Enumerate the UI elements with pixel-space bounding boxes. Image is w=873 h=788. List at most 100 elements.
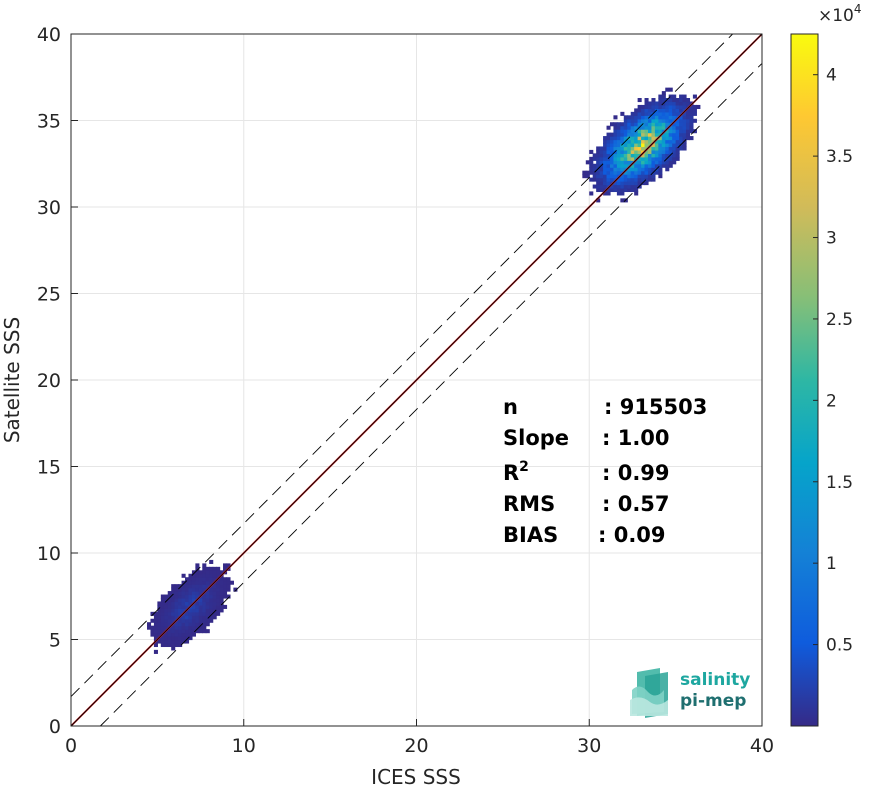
heatmap-cell	[171, 642, 176, 648]
heatmap-cell	[661, 139, 666, 144]
heatmap-cell	[647, 146, 653, 151]
heatmap-cell	[647, 177, 653, 182]
x-axis-ticks: 0 10 20 30 40	[65, 719, 774, 757]
heatmap-cell	[167, 632, 172, 637]
heatmap-cell	[216, 587, 221, 592]
heatmap-cell	[202, 570, 207, 575]
x-tick-label: 0	[65, 735, 77, 757]
heatmap-cell	[195, 594, 200, 599]
stat-value: : 1.00	[602, 426, 670, 450]
heatmap-cell	[647, 139, 653, 144]
heatmap-cell	[171, 646, 176, 651]
heatmap-cell	[233, 587, 238, 592]
heatmap-cell	[609, 187, 615, 193]
heatmap-cell	[174, 587, 179, 592]
heatmap-cell	[620, 132, 625, 137]
heatmap-cell	[198, 608, 203, 613]
heatmap-cell	[585, 160, 590, 165]
heatmap-cell	[596, 187, 601, 193]
heatmap-cell	[675, 125, 680, 130]
heatmap-cell	[647, 132, 653, 137]
heatmap-cell	[202, 604, 207, 609]
heatmap-cell	[630, 149, 635, 154]
heatmap-cell	[181, 601, 186, 606]
heatmap-cell	[599, 187, 604, 193]
heatmap-cell	[665, 101, 670, 106]
heatmap-cell	[603, 142, 608, 148]
heatmap-cell	[637, 156, 642, 161]
heatmap-cell	[665, 163, 670, 168]
heatmap-cell	[198, 570, 203, 575]
heatmap-cell	[181, 622, 186, 627]
heatmap-cell	[647, 101, 653, 106]
heatmap-cell	[174, 632, 179, 637]
heatmap-cell	[616, 167, 621, 172]
heatmap-cell	[668, 118, 673, 123]
heatmap-cell	[623, 125, 628, 130]
heatmap-cell	[212, 597, 217, 603]
heatmap-cell	[596, 156, 601, 161]
heatmap-cell	[630, 181, 635, 186]
heatmap-cell	[599, 146, 604, 151]
heatmap-cell	[637, 98, 642, 103]
heatmap-cell	[205, 597, 210, 603]
heatmap-cell	[188, 636, 193, 641]
heatmap-cell	[596, 184, 601, 189]
heatmap-cell	[658, 108, 663, 113]
heatmap-cell	[178, 636, 183, 641]
heatmap-cell	[665, 115, 670, 120]
heatmap-cell	[153, 629, 158, 634]
heatmap-cell	[223, 591, 228, 596]
heatmap-cell	[202, 608, 207, 613]
heatmap-cell	[596, 181, 601, 186]
heatmap-cell	[198, 587, 203, 592]
heatmap-cell	[651, 156, 656, 161]
heatmap-cell	[209, 573, 214, 578]
heatmap-cell	[198, 591, 203, 596]
heatmap-cell	[668, 149, 673, 154]
heatmap-cell	[167, 597, 172, 603]
heatmap-cell	[692, 108, 697, 113]
heatmap-cell	[675, 149, 680, 154]
heatmap-cell	[167, 629, 172, 634]
heatmap-cell	[219, 604, 224, 609]
heatmap-cell	[150, 625, 155, 630]
heatmap-cell	[651, 160, 656, 165]
heatmap-cell	[644, 149, 649, 154]
stat-value: : 0.57	[602, 492, 670, 516]
heatmap-cell	[609, 136, 615, 141]
heatmap-cell	[216, 584, 221, 589]
heatmap-cell	[603, 174, 608, 179]
heatmap-cell	[596, 149, 601, 154]
heatmap-cell	[661, 132, 666, 137]
heatmap-cell	[685, 136, 691, 141]
heatmap-cell	[647, 108, 653, 113]
heatmap-cell	[623, 181, 628, 186]
heatmap-cell	[644, 139, 649, 144]
heatmap-cell	[160, 636, 165, 641]
heatmap-cell	[191, 625, 196, 630]
heatmap-cell	[589, 163, 594, 168]
heatmap-cell	[160, 601, 165, 606]
heatmap-cell	[661, 104, 666, 109]
heatmap-cell	[675, 101, 680, 106]
heatmap-cell	[160, 597, 165, 603]
heatmap-cell	[616, 160, 621, 165]
heatmap-cell	[644, 136, 649, 141]
heatmap-cell	[198, 573, 203, 578]
heatmap-cell	[181, 629, 186, 634]
heatmap-cell	[665, 87, 670, 92]
heatmap-cell	[603, 181, 608, 186]
heatmap-cell	[682, 118, 687, 123]
heatmap-cell	[191, 573, 196, 578]
heatmap-cell	[634, 146, 639, 151]
logo-text-pimep: pi-mep	[680, 691, 746, 711]
heatmap-cell	[167, 591, 172, 596]
salinity-pi-mep-logo: salinity pi-mep	[630, 668, 750, 718]
heatmap-cell	[171, 587, 176, 592]
heatmap-cell	[661, 118, 666, 123]
heatmap-cell	[647, 129, 653, 134]
heatmap-cell	[641, 111, 646, 116]
heatmap-cell	[174, 591, 179, 596]
heatmap-cell	[668, 156, 673, 161]
